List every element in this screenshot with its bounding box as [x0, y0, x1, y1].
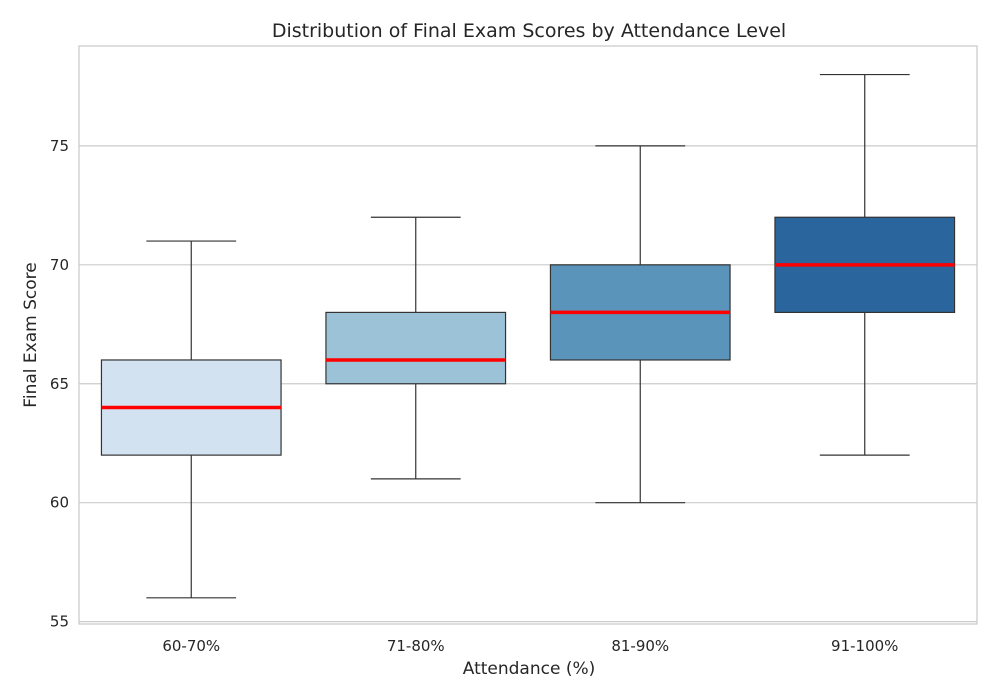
x-tick-labels: 60-70% 71-80% 81-90% 91-100% [162, 637, 898, 655]
box-81-90% [549, 145, 731, 504]
x-tick-label: 81-90% [611, 637, 669, 655]
y-axis-label: Final Exam Score [21, 262, 41, 407]
y-tick-labels: 55 60 65 70 75 [50, 137, 69, 631]
y-tick-label: 65 [50, 375, 69, 393]
y-tick-label: 70 [50, 256, 69, 274]
y-tick-label: 55 [50, 613, 69, 631]
x-tick-label: 91-100% [831, 637, 898, 655]
x-axis-label: Attendance (%) [463, 659, 596, 679]
box-60-70% [100, 240, 282, 599]
y-tick-label: 75 [50, 137, 69, 155]
box-91-100% [774, 73, 956, 456]
box-layer [100, 73, 956, 599]
x-tick-label: 60-70% [162, 637, 220, 655]
chart-title: Distribution of Final Exam Scores by Att… [272, 20, 786, 42]
box-71-80% [325, 216, 507, 480]
plot-frame [78, 45, 978, 625]
iqr-box [325, 311, 507, 385]
y-tick-label: 60 [50, 494, 69, 512]
x-tick-label: 71-80% [387, 637, 445, 655]
